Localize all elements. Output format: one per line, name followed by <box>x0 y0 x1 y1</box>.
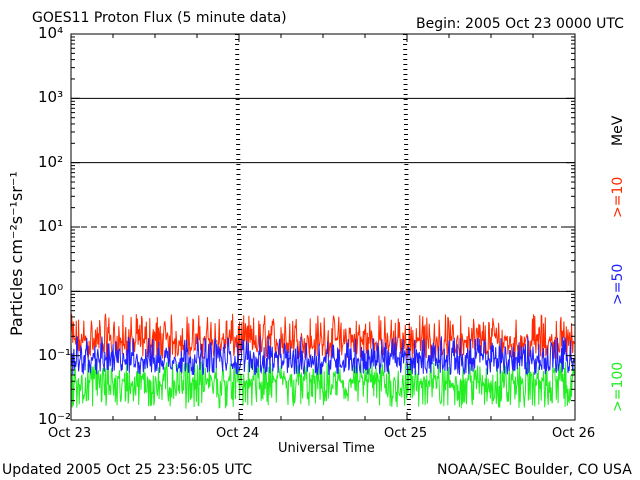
legend-series-ge50: >=50 <box>610 263 626 305</box>
x-tick-label: Oct 23 <box>48 426 92 441</box>
plot-series-layer <box>70 313 576 409</box>
series-line-ge50 <box>70 336 576 376</box>
chart-title: GOES11 Proton Flux (5 minute data) <box>32 10 287 26</box>
credit-line: NOAA/SEC Boulder, CO USA <box>437 462 632 478</box>
legend-unit: MeV <box>610 115 626 146</box>
y-tick-label: 10⁻² <box>38 410 72 428</box>
x-axis-label: Universal Time <box>278 441 375 456</box>
plot-grid-layer <box>70 33 576 421</box>
plot-frame <box>70 33 576 421</box>
x-tick-label: Oct 26 <box>552 426 596 441</box>
x-tick-label: Oct 25 <box>384 426 428 441</box>
legend-series-ge100: >=100 <box>610 361 626 412</box>
x-tick-label: Oct 24 <box>216 426 260 441</box>
begin-date: Begin: 2005 Oct 23 0000 UTC <box>416 16 624 32</box>
y-tick-label: 10³ <box>38 88 64 107</box>
updated-timestamp: Updated 2005 Oct 25 23:56:05 UTC <box>2 462 253 478</box>
y-tick-label: 10⁻¹ <box>38 345 72 364</box>
y-tick-label: 10² <box>38 152 64 171</box>
y-axis-label: Particles cm⁻²s⁻¹sr⁻¹ <box>7 171 26 336</box>
y-tick-label: 10⁴ <box>38 24 64 42</box>
legend-series-ge10: >=10 <box>610 176 626 218</box>
y-tick-label: 10⁰ <box>38 281 64 300</box>
series-line-ge100 <box>70 361 576 409</box>
y-tick-label: 10¹ <box>38 217 64 235</box>
